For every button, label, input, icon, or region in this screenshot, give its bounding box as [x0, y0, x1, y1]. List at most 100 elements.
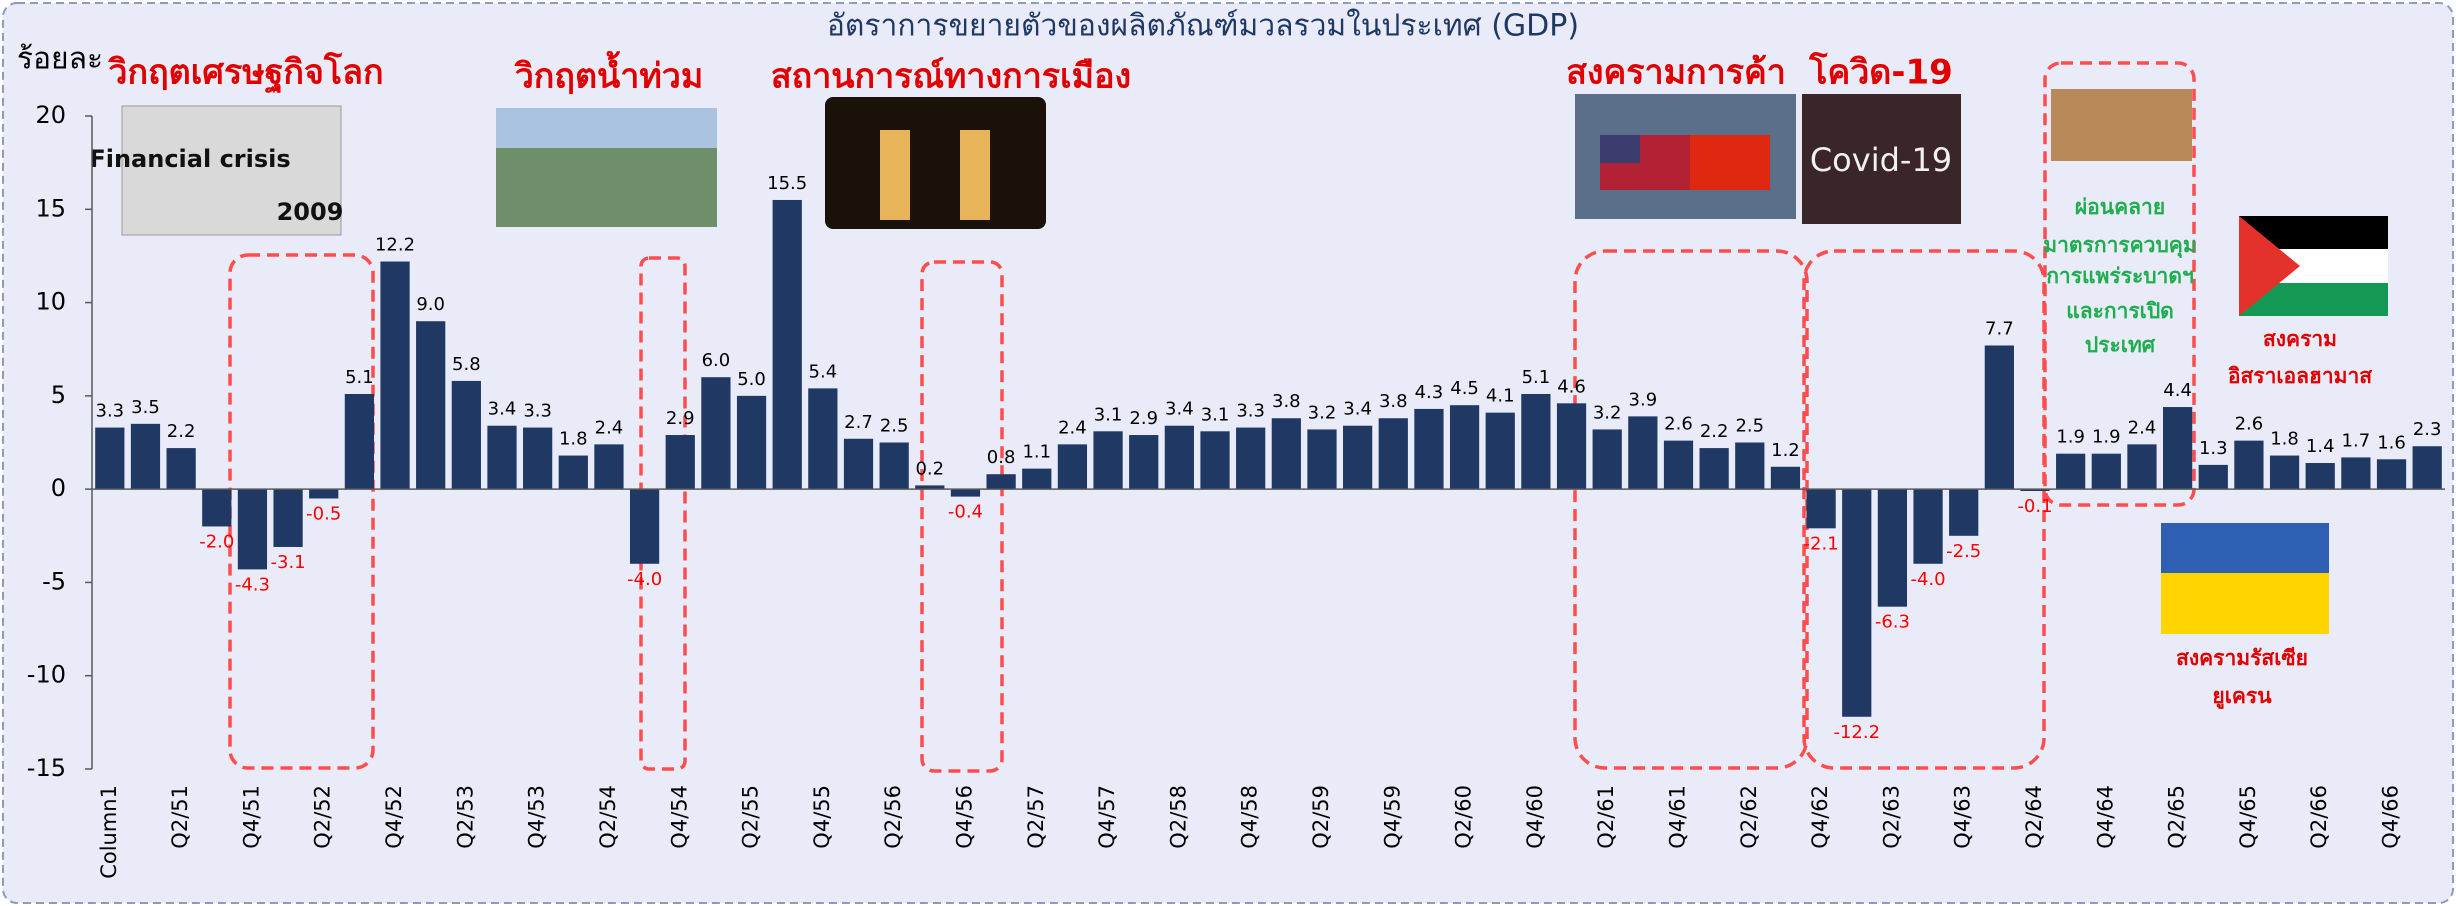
x-tick-label: Q4/59 [1380, 785, 1404, 849]
value-label: 4.1 [1486, 386, 1515, 407]
x-tick-label: Q4/64 [2093, 785, 2117, 849]
value-label: 3.2 [1593, 402, 1622, 423]
value-label: 5.0 [737, 369, 766, 390]
value-label: -2.5 [1946, 541, 1981, 562]
y-axis-label: ร้อยละ [17, 42, 103, 77]
bar [844, 439, 873, 489]
bar [487, 426, 516, 489]
bar [2270, 456, 2299, 490]
x-tick-label: Q4/51 [239, 785, 263, 849]
value-label: -12.2 [1833, 722, 1880, 743]
x-tick-label: Q2/53 [453, 785, 477, 849]
bar [2163, 407, 2192, 489]
picture-us-flag-canton [1600, 135, 1640, 163]
bar [1593, 429, 1622, 489]
value-label: -2.0 [199, 531, 234, 552]
bar [1236, 428, 1265, 490]
bar [2341, 457, 2370, 489]
value-label: 0.2 [915, 458, 944, 479]
value-label: -0.4 [948, 502, 983, 523]
bar [345, 394, 374, 489]
picture-politics [825, 97, 1046, 229]
value-label: 5.1 [1522, 367, 1551, 388]
x-tick-label: Q4/61 [1665, 785, 1689, 849]
value-label: -4.0 [627, 569, 662, 590]
x-tick-label: Q2/62 [1737, 785, 1761, 849]
bar [1878, 489, 1907, 607]
x-tick-label: Q4/63 [1951, 785, 1975, 849]
bar [1414, 409, 1443, 489]
value-label: 3.8 [1272, 391, 1301, 412]
value-label: 2.5 [880, 416, 909, 437]
value-label: 3.4 [1165, 399, 1194, 420]
value-label: 4.4 [2163, 380, 2192, 401]
bar [167, 448, 196, 489]
annotation: สงคราม [2263, 327, 2337, 351]
y-tick-label: -10 [27, 661, 66, 689]
x-tick-label: Q2/57 [1024, 785, 1048, 849]
picture-tourism [2051, 89, 2192, 161]
y-tick-label: 10 [35, 288, 66, 316]
value-label: 3.2 [1308, 402, 1337, 423]
annotation: และการเปิด [2066, 299, 2174, 323]
value-label: 1.2 [1771, 440, 1800, 461]
x-tick-label: Q2/52 [311, 785, 335, 849]
value-label: 2.5 [1735, 416, 1764, 437]
value-label: 9.0 [416, 294, 445, 315]
value-label: 2.4 [2128, 417, 2157, 438]
value-label: 7.7 [1985, 318, 2014, 339]
value-label: -4.3 [235, 574, 270, 595]
bar [2056, 454, 2085, 489]
x-tick-label: Q4/57 [1095, 785, 1119, 849]
value-label: 2.4 [1058, 417, 1087, 438]
bar [1343, 426, 1372, 489]
x-tick-label: Q2/66 [2307, 785, 2331, 849]
image-text: Covid-19 [1810, 141, 1952, 179]
x-tick-label: Q4/58 [1238, 785, 1262, 849]
bar [2234, 441, 2263, 490]
bar [95, 428, 124, 490]
annotation: มาตรการควบคุม [2043, 233, 2196, 259]
value-label: 2.7 [844, 412, 873, 433]
value-label: 4.3 [1415, 382, 1444, 403]
x-tick-label: Q2/51 [168, 785, 192, 849]
value-label: 4.5 [1450, 378, 1479, 399]
value-label: 2.2 [167, 421, 196, 442]
value-label: 6.0 [702, 350, 731, 371]
bar [986, 474, 1015, 489]
picture-cn-flag [1690, 135, 1770, 190]
value-label: 4.6 [1557, 376, 1586, 397]
image-text: Financial crisis [89, 145, 290, 173]
value-label: 3.9 [1629, 389, 1658, 410]
bar [416, 321, 445, 489]
bar [1272, 418, 1301, 489]
bar [1058, 444, 1087, 489]
value-label: 1.8 [559, 429, 588, 450]
y-tick-label: 15 [35, 194, 66, 222]
bar [380, 262, 409, 490]
annotation: อิสราเอลฮามาส [2227, 364, 2372, 388]
value-label: 15.5 [767, 173, 807, 194]
bar [701, 377, 730, 489]
x-tick-label: Q4/65 [2236, 785, 2260, 849]
bar [773, 200, 802, 489]
x-tick-label: Q2/56 [881, 785, 905, 849]
y-tick-label: 20 [35, 101, 66, 129]
bar [2092, 454, 2121, 489]
chart-title: อัตราการขยายตัวของผลิตภัณฑ์มวลรวมในประเท… [827, 9, 1579, 44]
value-label: -0.5 [306, 503, 341, 524]
value-label: 2.3 [2413, 419, 2442, 440]
value-label: -2.1 [1804, 533, 1839, 554]
chart: Financial crisis 2009 Covid-19 อัตราการข… [0, 0, 2456, 906]
value-label: 2.2 [1700, 421, 1729, 442]
value-label: 2.6 [1664, 414, 1693, 435]
value-label: 3.3 [96, 401, 125, 422]
x-tick-label: Q2/54 [596, 785, 620, 849]
x-tick-label: Column1 [97, 785, 121, 879]
bar [1307, 429, 1336, 489]
bar [1486, 413, 1515, 489]
value-label: 1.1 [1022, 442, 1051, 463]
value-label: 3.4 [1343, 399, 1372, 420]
value-label: -4.0 [1910, 569, 1945, 590]
value-label: -6.3 [1875, 612, 1910, 633]
